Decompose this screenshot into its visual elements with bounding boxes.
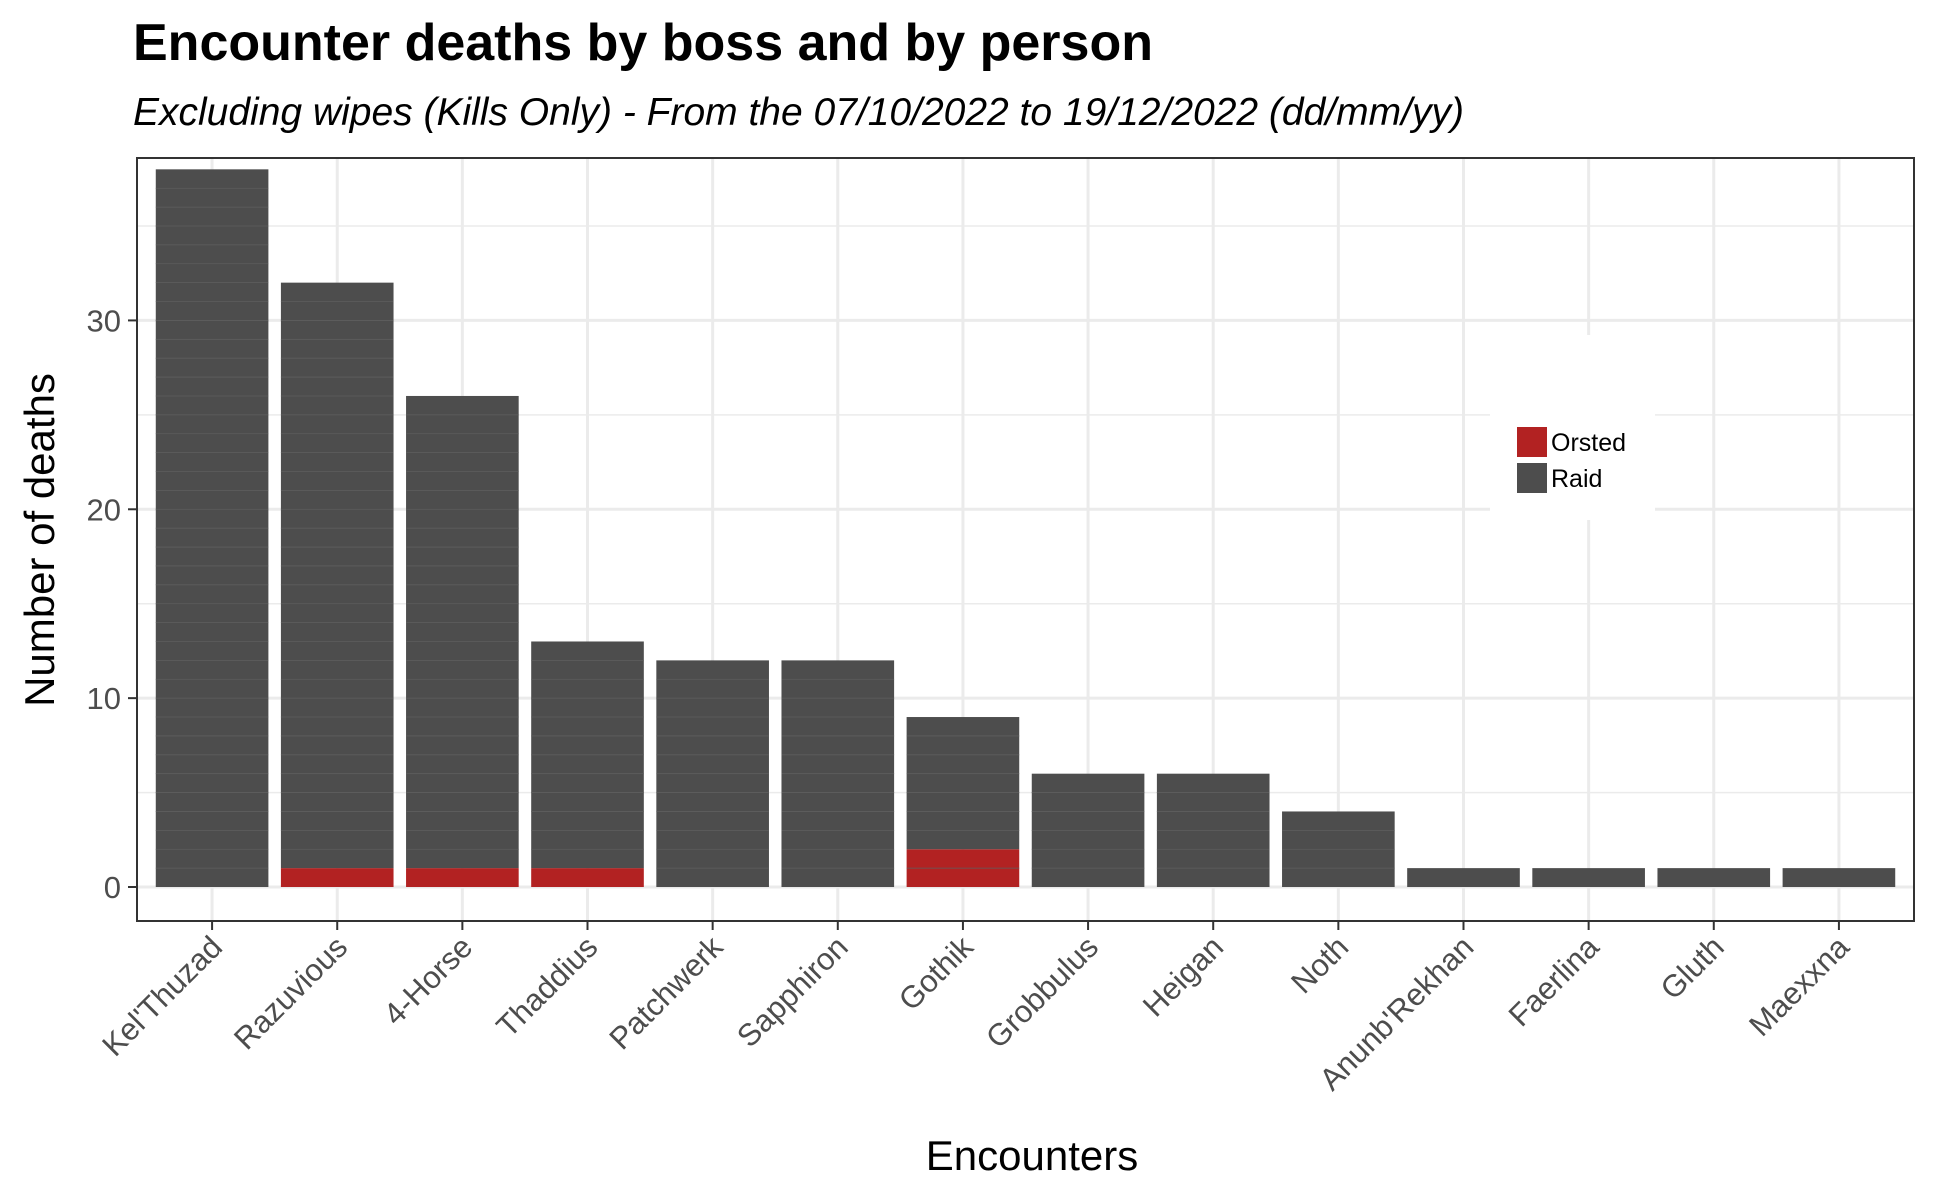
x-axis-title: Encounters: [926, 1132, 1138, 1179]
x-tick-label: Grobbulus: [979, 929, 1105, 1055]
x-tick-label: Heigan: [1136, 929, 1230, 1023]
y-tick-label: 20: [87, 492, 121, 527]
x-tick-label: Maexxna: [1742, 929, 1856, 1043]
x-tick-label: Thaddius: [490, 929, 605, 1044]
bar-orsted-2: [406, 868, 519, 888]
x-tick-label: Noth: [1284, 929, 1355, 1000]
x-tick-label: 4-Horse: [377, 929, 480, 1032]
x-tick-label: Kel'Thuzad: [95, 929, 229, 1063]
bar-raid-13: [1782, 868, 1896, 888]
y-axis: 0 10 20 30: [87, 303, 137, 905]
legend: Orsted Raid: [1490, 335, 1655, 520]
x-tick-label: Gothik: [892, 929, 980, 1017]
bar-raid-11: [1532, 868, 1645, 888]
bar-raid-2: [406, 395, 519, 869]
legend-label-raid: Raid: [1551, 465, 1602, 493]
y-axis-title: Number of deaths: [16, 373, 63, 707]
y-tick-label: 30: [87, 303, 121, 338]
legend-key-orsted: [1517, 427, 1547, 457]
x-tick-label: Sapphiron: [730, 929, 855, 1054]
plot-panel: Orsted Raid: [136, 157, 1915, 922]
chart-subtitle: Excluding wipes (Kills Only) - From the …: [133, 91, 1464, 134]
bar-raid-12: [1657, 868, 1771, 888]
bar-raid-6: [906, 717, 1020, 850]
bar-orsted-3: [531, 868, 644, 888]
chart-title: Encounter deaths by boss and by person: [133, 14, 1153, 72]
y-tick-label: 0: [104, 870, 121, 905]
x-tick-label: Faerlina: [1502, 929, 1606, 1033]
bar-raid-10: [1407, 868, 1520, 888]
x-tick-label: Gluth: [1654, 929, 1731, 1006]
legend-key-raid: [1517, 463, 1547, 493]
panel-background: [137, 158, 1914, 921]
bar-raid-1: [280, 282, 394, 869]
legend-label-orsted: Orsted: [1551, 429, 1626, 457]
x-tick-label: Razuvious: [227, 929, 354, 1056]
bar-orsted-1: [280, 868, 394, 888]
bars: [155, 169, 1896, 888]
y-tick-label: 10: [87, 681, 121, 716]
x-tick-label: Patchwerk: [603, 929, 730, 1056]
panel-border: [136, 157, 1915, 922]
